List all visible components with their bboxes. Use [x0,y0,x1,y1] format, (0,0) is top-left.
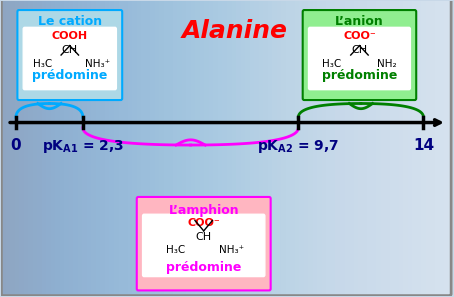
Text: CH: CH [196,232,212,241]
Text: prédomine: prédomine [32,69,108,82]
Text: prédomine: prédomine [322,69,397,82]
Text: $\mathbf{pK_{A1}}$ = 2,3: $\mathbf{pK_{A1}}$ = 2,3 [42,138,124,155]
FancyBboxPatch shape [309,27,410,90]
Text: H₃C: H₃C [322,59,341,69]
Text: COO⁻: COO⁻ [188,218,220,228]
Text: Le cation: Le cation [38,15,102,28]
Text: L’anion: L’anion [335,15,384,28]
Text: L’amphion: L’amphion [168,204,239,217]
Text: NH₂: NH₂ [377,59,397,69]
Text: 14: 14 [413,138,434,153]
Text: NH₃⁺: NH₃⁺ [85,59,110,69]
Text: $\mathbf{pK_{A2}}$ = 9,7: $\mathbf{pK_{A2}}$ = 9,7 [257,138,340,155]
Text: CH: CH [351,45,368,55]
FancyBboxPatch shape [137,197,271,290]
FancyBboxPatch shape [17,10,122,100]
FancyBboxPatch shape [143,214,265,277]
Text: 0: 0 [10,138,21,153]
Text: NH₃⁺: NH₃⁺ [219,245,244,255]
Text: prédomine: prédomine [166,261,242,274]
FancyBboxPatch shape [23,27,116,90]
Text: Alanine: Alanine [181,19,287,43]
Text: H₃C: H₃C [33,59,52,69]
Text: COO⁻: COO⁻ [343,31,376,41]
Text: COOH: COOH [52,31,88,41]
FancyBboxPatch shape [303,10,416,100]
Text: H₃C: H₃C [167,245,186,255]
Text: CH: CH [62,45,78,55]
